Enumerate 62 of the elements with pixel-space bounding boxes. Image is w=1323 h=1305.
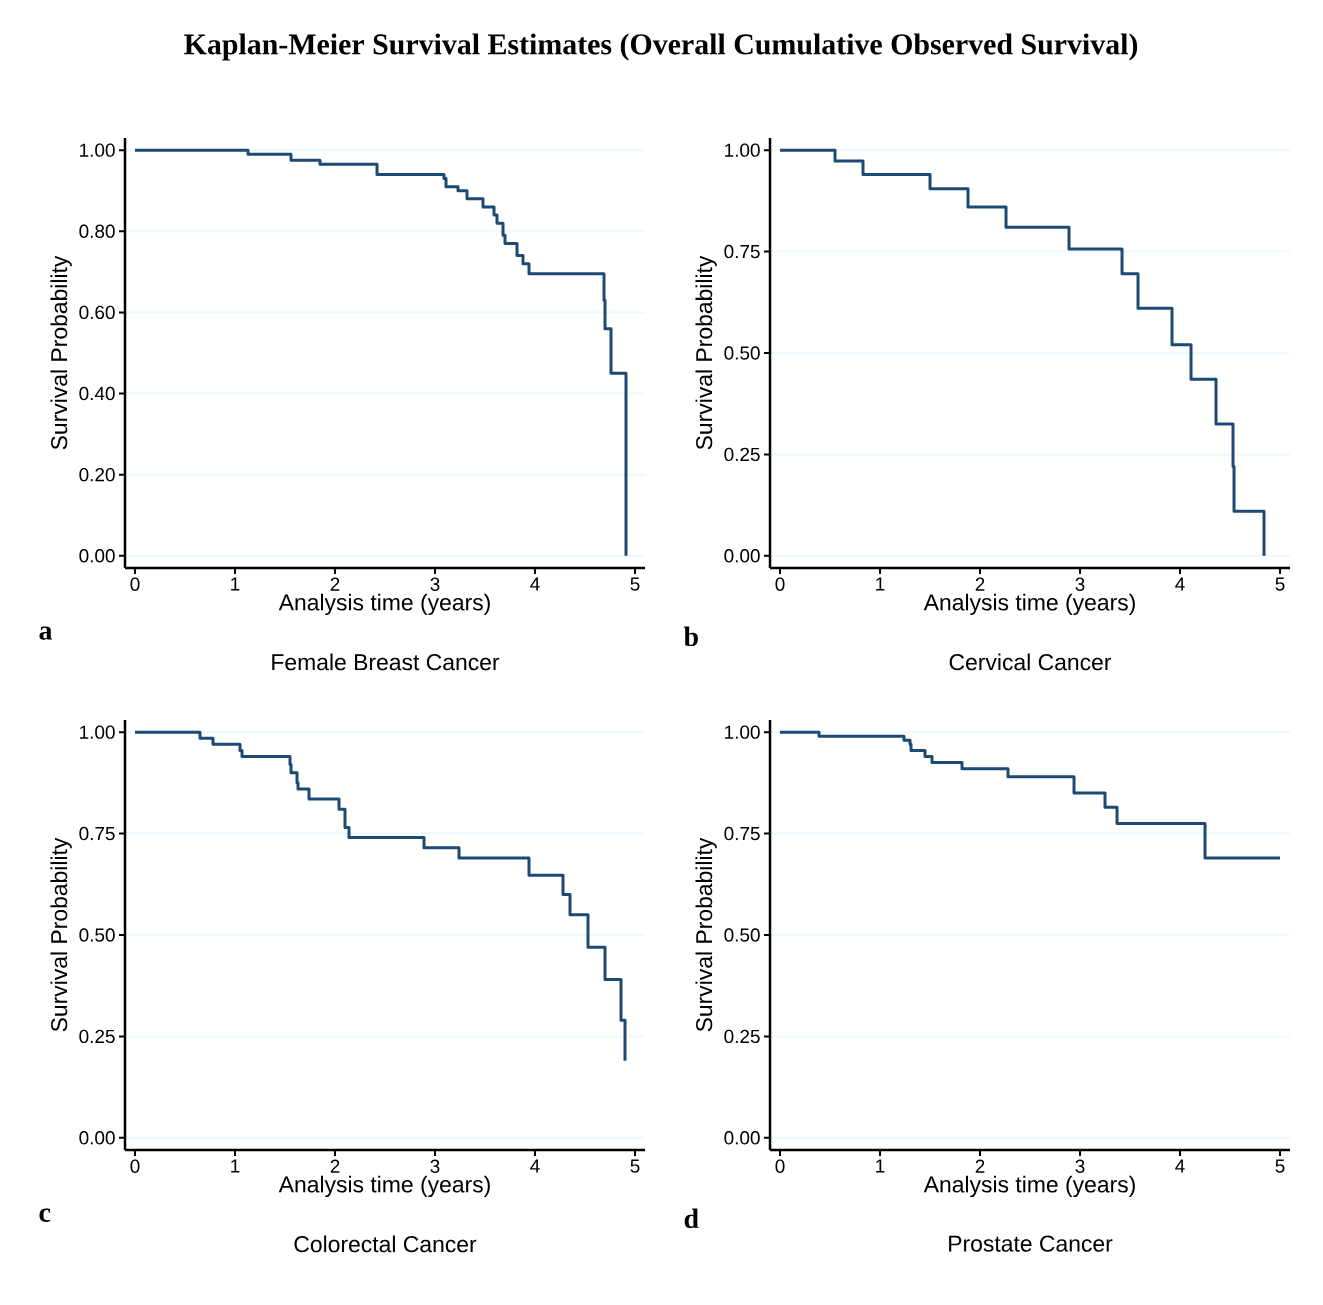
x-tick-label: 2 bbox=[975, 577, 985, 591]
y-tick-label: 0.60 bbox=[79, 305, 115, 320]
x-tick-label: 4 bbox=[1175, 1159, 1185, 1173]
text: Colorectal Cancer bbox=[294, 1235, 477, 1253]
y-tick-label: 0.20 bbox=[79, 467, 115, 482]
x-tick-label: 1 bbox=[231, 577, 240, 591]
x-tick-label: 3 bbox=[430, 577, 440, 591]
x-tick-label: 0 bbox=[130, 577, 140, 591]
x-tick-label: 5 bbox=[630, 577, 640, 591]
x-tick-label: 4 bbox=[530, 577, 540, 591]
text: Cervical Cancer bbox=[949, 653, 1112, 671]
x-tick-label: 4 bbox=[530, 1159, 540, 1173]
y-tick-label: 1.00 bbox=[80, 725, 115, 739]
x-tick-label: 4 bbox=[1175, 577, 1185, 591]
y-tick-label: 1.00 bbox=[725, 143, 760, 157]
x-tick-label: 2 bbox=[975, 1159, 985, 1173]
text: Female Breast Cancer bbox=[272, 653, 500, 671]
y-tick-label: 0.40 bbox=[79, 386, 115, 401]
y-tick-label: 0.50 bbox=[724, 346, 760, 360]
y-tick-label: 0.25 bbox=[724, 447, 760, 462]
y-axis-title: Survival Probability bbox=[695, 255, 717, 450]
x-tick-label: 0 bbox=[130, 1159, 140, 1173]
y-tick-label: 0.25 bbox=[724, 1029, 760, 1044]
x-tick-label: 3 bbox=[1075, 577, 1085, 591]
y-tick-label: 0.75 bbox=[724, 826, 760, 841]
x-tick-label: 1 bbox=[876, 577, 885, 591]
y-tick-label: 0.00 bbox=[724, 1131, 760, 1145]
chart-title: Kaplan-Meier Survival Estimates (Overall Cumulative Observed Survival) bbox=[184, 33, 1138, 61]
x-axis-title: Analysis time (years) bbox=[923, 593, 1135, 616]
y-tick-label: 0.50 bbox=[79, 928, 115, 942]
y-tick-label: 1.00 bbox=[80, 143, 115, 157]
y-axis-title: Survival Probability bbox=[50, 837, 72, 1032]
text: d bbox=[684, 1208, 699, 1229]
text: Prostate Cancer bbox=[949, 1235, 1113, 1252]
x-axis-title: Analysis time (years) bbox=[278, 1175, 490, 1198]
y-tick-label: 0.25 bbox=[79, 1029, 115, 1044]
y-tick-label: 0.00 bbox=[724, 549, 760, 563]
x-tick-label: 3 bbox=[1075, 1159, 1085, 1173]
x-tick-label: 5 bbox=[630, 1159, 640, 1173]
text: c bbox=[39, 1208, 51, 1222]
y-tick-label: 0.80 bbox=[79, 224, 115, 238]
x-tick-label: 3 bbox=[430, 1159, 440, 1173]
x-axis-title: Analysis time (years) bbox=[923, 1175, 1135, 1198]
y-tick-label: 1.00 bbox=[725, 725, 760, 739]
x-tick-label: 0 bbox=[775, 1159, 785, 1173]
x-tick-label: 1 bbox=[876, 1159, 885, 1173]
x-tick-label: 5 bbox=[1275, 1159, 1285, 1173]
y-axis-title: Survival Probability bbox=[50, 255, 72, 450]
y-tick-label: 0.00 bbox=[79, 549, 115, 563]
x-tick-label: 2 bbox=[330, 1159, 340, 1173]
y-tick-label: 0.75 bbox=[724, 244, 760, 259]
y-axis-title: Survival Probability bbox=[695, 837, 717, 1032]
y-tick-label: 0.50 bbox=[724, 928, 760, 942]
x-axis-title: Analysis time (years) bbox=[278, 593, 490, 616]
text: a bbox=[39, 626, 53, 640]
x-tick-label: 1 bbox=[231, 1159, 240, 1173]
x-tick-label: 0 bbox=[775, 577, 785, 591]
y-tick-label: 0.00 bbox=[79, 1131, 115, 1145]
x-tick-label: 5 bbox=[1275, 577, 1285, 591]
x-tick-label: 2 bbox=[330, 577, 340, 591]
text: b bbox=[683, 626, 698, 647]
y-tick-label: 0.75 bbox=[79, 826, 115, 841]
